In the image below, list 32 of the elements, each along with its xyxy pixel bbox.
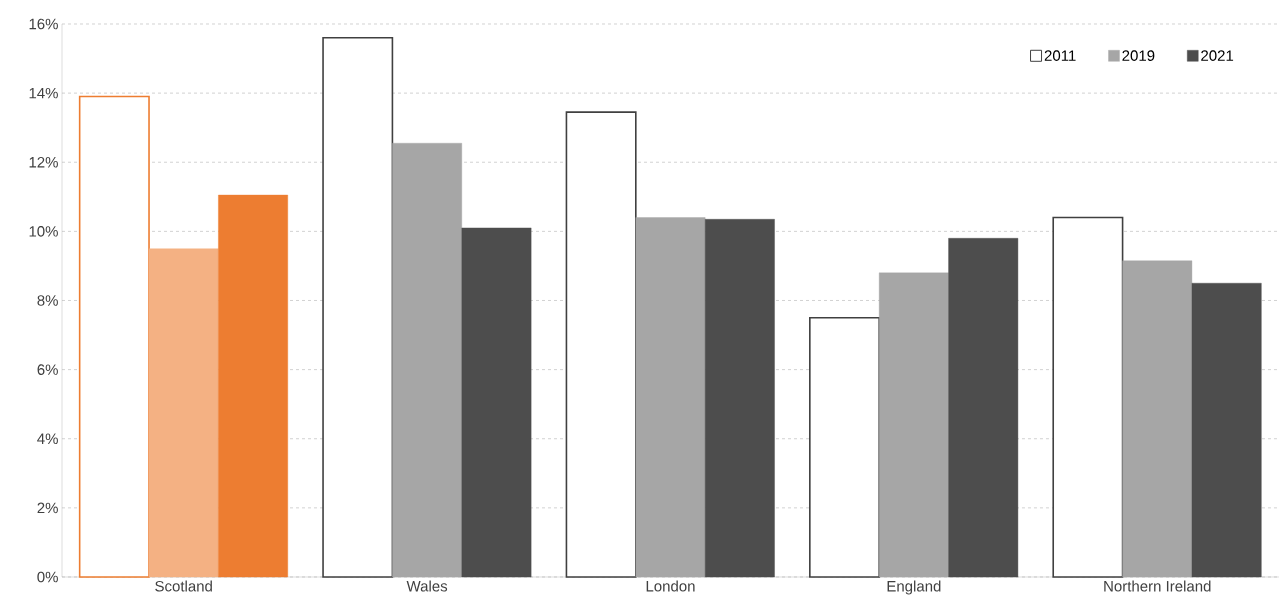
bar [148, 248, 219, 578]
legend-label: 2019 [1122, 50, 1155, 61]
y-tick-label: 2% [37, 502, 58, 514]
bar [948, 238, 1019, 578]
bar [635, 217, 706, 578]
legend-label: 2011 [1044, 50, 1076, 61]
bar [1052, 216, 1124, 578]
x-tick-label: Northern Ireland [1104, 580, 1211, 592]
bar [78, 95, 150, 578]
x-tick-label: Wales [406, 580, 448, 592]
bar [392, 143, 462, 578]
bar [1191, 283, 1262, 578]
x-tick-label: England [887, 580, 941, 595]
y-tick-label: 4% [37, 433, 58, 444]
bar [565, 111, 637, 578]
legend-label: 2021 [1201, 50, 1234, 61]
y-tick-label: 12% [29, 156, 58, 168]
y-tick-label: 16% [29, 18, 58, 30]
bar [1122, 260, 1193, 578]
bar [322, 37, 394, 578]
bar [218, 194, 288, 578]
x-tick-label: London [646, 580, 695, 592]
y-tick-label: 8% [37, 295, 58, 306]
y-tick-label: 0% [37, 571, 58, 583]
y-tick-label: 6% [37, 364, 58, 375]
y-tick-label: 14% [29, 87, 58, 99]
bar [809, 316, 880, 578]
bar [461, 227, 532, 578]
y-tick-label: 10% [29, 226, 58, 237]
x-tick-label: Scotland [155, 580, 212, 592]
bar [704, 219, 775, 578]
bar [879, 272, 949, 578]
